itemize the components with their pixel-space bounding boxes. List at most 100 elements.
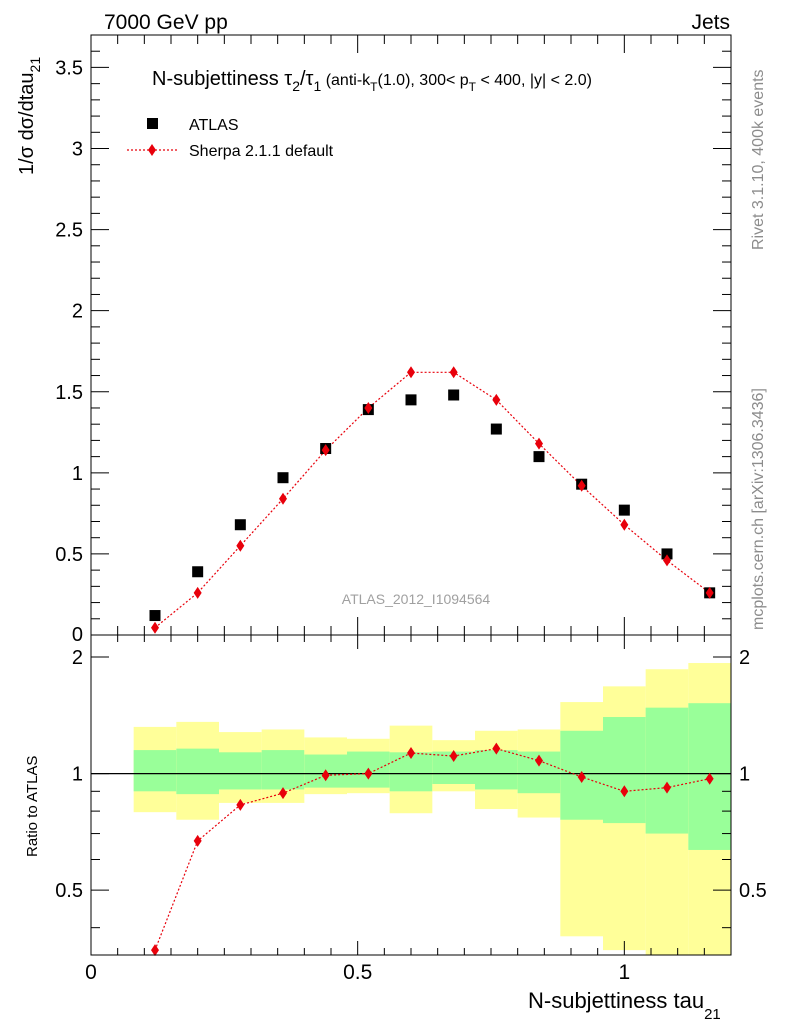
analysis-watermark: ATLAS_2012_I1094564 (342, 591, 491, 607)
x-axis-label: N-subjettiness tau21 (528, 988, 721, 1023)
header-left: 7000 GeV pp (104, 11, 228, 34)
atlas-point (448, 389, 460, 401)
ratio-y-ticks: 0.5 0.5 1 1 2 2 (55, 647, 767, 929)
sherpa-point-ratio (492, 742, 501, 755)
sherpa-curve-ratio (154, 748, 710, 951)
atlas-point (234, 519, 246, 531)
band-inner (176, 748, 219, 795)
x-tick-label: 0 (85, 961, 97, 984)
x-tick-label: 0.5 (343, 961, 372, 984)
legend: ATLAS Sherpa 2.1.1 default (127, 117, 334, 160)
x-tick-label: 1 (618, 961, 630, 984)
sherpa-point-main (620, 518, 629, 531)
sherpa-point-main (577, 479, 586, 492)
ratio-panel: 0.5 0.51 12 2 0 0.5 1 Ratio to ATLAS N-subjet… (24, 634, 767, 1023)
title-cut-sub-t2: T (469, 80, 477, 94)
main-y-axis-label: 1/σ dσ/dtau21 (16, 57, 43, 175)
sherpa-point-main (321, 444, 330, 457)
main-y-label-sub: 21 (27, 57, 43, 73)
atlas-point (618, 504, 630, 516)
sherpa-point-main (449, 366, 458, 379)
sherpa-point-ratio (620, 785, 629, 798)
ratio-y-tick-label-right: 0.5 (739, 880, 767, 902)
sherpa-line-ratio (154, 748, 710, 951)
sherpa-point-main (492, 393, 501, 406)
main-y-tick-label: 1 (72, 463, 83, 485)
band-inner (261, 750, 305, 790)
atlas-point (533, 451, 545, 463)
x-label-sub: 21 (704, 1006, 721, 1023)
sherpa-point-ratio (151, 944, 159, 957)
legend-sherpa-marker (148, 144, 156, 156)
title-cut-sub-t: T (370, 80, 378, 94)
ratio-y-tick-label-right: 1 (739, 764, 750, 786)
atlas-point (661, 548, 673, 560)
main-y-tick-label-zero: 0 (72, 624, 83, 646)
sherpa-line-main (154, 371, 711, 629)
ratio-y-axis-label: Ratio to ATLAS (24, 756, 41, 857)
main-y-label-base: 1/σ dσ/dtau (16, 72, 38, 175)
atlas-point (490, 423, 502, 435)
band-inner (603, 717, 646, 824)
sherpa-point-ratio (449, 750, 458, 763)
sherpa-point-main (407, 366, 415, 379)
main-y-tick-label: 3 (72, 139, 83, 161)
title-sub1: 2 (292, 78, 300, 94)
atlas-point (277, 472, 289, 484)
title-slash: /τ (300, 68, 314, 90)
title-sub2: 1 (313, 78, 321, 94)
sherpa-point-main (236, 539, 245, 552)
band-inner (475, 750, 518, 790)
sherpa-point-ratio (535, 754, 543, 767)
rivet-label: Rivet 3.1.10, 400k events (750, 69, 767, 250)
ratio-y-tick-label: 2 (72, 647, 83, 669)
main-plot-area (90, 34, 732, 636)
main-y-tick-label: 2.5 (55, 220, 83, 242)
main-y-tick-label: 3.5 (55, 57, 83, 79)
sherpa-point-ratio (407, 747, 415, 760)
main-panel: 0.511.522.533.50 N-subjettiness τ2/τ1 (a… (16, 34, 732, 646)
sherpa-curve-main (154, 371, 711, 629)
title-cut-c: < 400, |y| < 2.0) (476, 72, 592, 89)
sherpa-point-ratio (321, 769, 330, 782)
sherpa-point-main (193, 586, 202, 599)
ratio-y-tick-label: 0.5 (55, 880, 83, 902)
main-y-tick-label: 2 (72, 301, 83, 323)
sherpa-markers-main (151, 366, 714, 634)
atlas-point (405, 394, 417, 406)
mcplots-label: mcplots.cern.ch [arXiv:1306.3436] (750, 388, 767, 630)
band-inner (219, 752, 262, 790)
sherpa-point-ratio (236, 798, 245, 811)
band-inner (645, 707, 689, 834)
sherpa-point-main (364, 401, 373, 414)
legend-sherpa-label: Sherpa 2.1.1 default (189, 143, 334, 160)
legend-atlas-label: ATLAS (189, 117, 239, 134)
ratio-y-tick-label: 1 (72, 764, 83, 786)
plot-title: N-subjettiness τ2/τ1 (anti-kT(1.0), 300<… (152, 68, 592, 94)
sherpa-point-ratio (193, 834, 202, 847)
sherpa-point-main (279, 492, 287, 505)
sherpa-point-main (151, 621, 159, 634)
sherpa-point-main (663, 554, 671, 567)
sherpa-point-ratio (663, 781, 671, 794)
main-y-ticks: 0.5 1 1.5 2 2.5 3 3.5 0 (55, 50, 731, 646)
main-y-tick-label: 0.5 (55, 544, 83, 566)
atlas-point (192, 566, 204, 578)
sherpa-point-ratio (279, 787, 287, 800)
x-label-base: N-subjettiness tau (528, 988, 704, 1013)
ratio-x-ticks: 0 0.5 1 (85, 635, 732, 984)
legend-atlas-marker (147, 118, 158, 129)
title-base: N-subjettiness τ (152, 68, 292, 90)
atlas-point (149, 610, 161, 622)
sherpa-markers-ratio (151, 742, 714, 957)
ratio-y-tick-label-right: 2 (739, 647, 750, 669)
sherpa-point-ratio (705, 772, 714, 785)
title-cut-a: (anti-k (321, 72, 371, 89)
sherpa-point-main (705, 586, 714, 599)
title-cut-b: (1.0), 300< p (378, 72, 469, 89)
sherpa-point-ratio (364, 767, 373, 780)
main-y-tick-label: 1.5 (55, 382, 83, 404)
sherpa-point-ratio (577, 770, 586, 783)
sherpa-point-main (535, 437, 543, 450)
